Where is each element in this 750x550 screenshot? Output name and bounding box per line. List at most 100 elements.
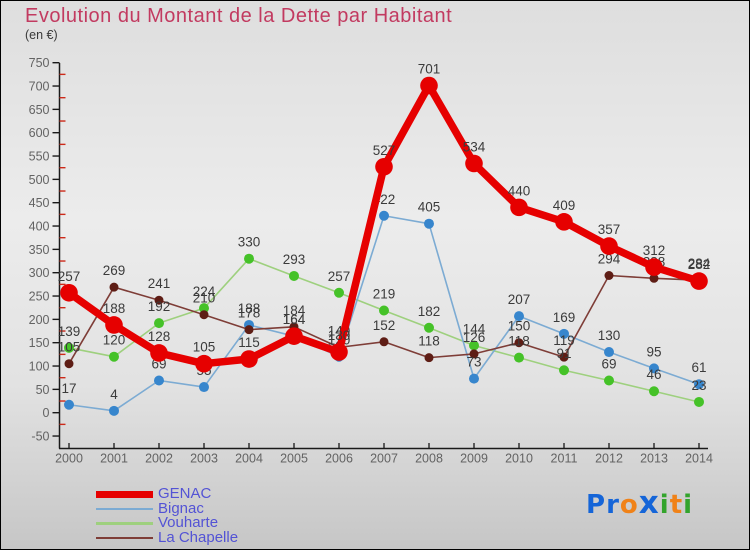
svg-text:250: 250 [29,290,50,304]
svg-text:184: 184 [283,303,306,318]
svg-text:2011: 2011 [551,452,578,466]
logo-letter: o [619,490,639,520]
svg-text:118: 118 [508,334,530,349]
svg-text:0: 0 [43,406,50,420]
svg-text:95: 95 [646,344,661,359]
svg-text:500: 500 [29,173,50,187]
svg-text:150: 150 [29,336,50,350]
axes: -50 0 50 100 150 200 250 300 350 400 450 500 550 600 6… [29,56,713,465]
svg-text:-50: -50 [31,430,49,444]
svg-text:350: 350 [29,243,50,257]
legend-label-genac: GENAC [158,485,212,503]
legend-item-bignac: Bignac [96,499,238,517]
svg-text:2014: 2014 [685,452,713,466]
svg-text:269: 269 [103,263,126,278]
svg-text:119: 119 [553,333,575,348]
svg-text:115: 115 [238,335,260,350]
svg-text:650: 650 [29,103,50,117]
svg-text:118: 118 [418,334,440,349]
svg-text:144: 144 [463,321,486,336]
svg-text:400: 400 [29,220,50,234]
svg-text:357: 357 [598,222,621,237]
svg-text:450: 450 [29,196,50,210]
svg-text:182: 182 [418,304,441,319]
svg-text:2006: 2006 [325,452,353,466]
labels-genac: 257 188 128 105 115 164 130 527 701 534 440 409 357 3… [58,62,711,355]
svg-text:188: 188 [103,301,126,316]
svg-text:2007: 2007 [370,452,398,466]
svg-text:2010: 2010 [505,452,533,466]
svg-text:2009: 2009 [460,452,488,466]
logo-letter: r [606,490,620,520]
legend-swatch-la-chapelle [96,536,153,539]
svg-text:23: 23 [691,378,706,393]
svg-text:300: 300 [29,266,50,280]
logo-letter: x [638,485,660,521]
svg-text:120: 120 [103,333,126,348]
svg-text:312: 312 [643,243,666,258]
svg-text:105: 105 [193,340,216,355]
svg-text:282: 282 [688,257,711,272]
legend-swatch-bignac [96,507,153,510]
svg-text:527: 527 [373,143,396,158]
svg-text:169: 169 [553,310,576,325]
svg-text:257: 257 [58,269,81,284]
legend-label-bignac: Bignac [158,499,204,517]
svg-text:152: 152 [373,318,396,333]
svg-text:2013: 2013 [640,452,668,466]
legend-swatch-genac [96,490,153,498]
svg-text:2000: 2000 [55,452,83,466]
chart-legend: GENAC Bignac Vouharte La Chapelle [96,485,239,546]
svg-text:207: 207 [508,292,531,307]
svg-text:164: 164 [283,312,306,327]
svg-text:440: 440 [508,183,531,198]
svg-text:128: 128 [148,329,171,344]
svg-text:701: 701 [418,62,441,77]
logo-letter: P [586,490,607,520]
legend-label-la-chapelle: La Chapelle [158,528,239,546]
svg-text:210: 210 [193,291,216,306]
svg-text:700: 700 [29,80,50,94]
svg-text:192: 192 [148,299,171,314]
logo-letter: i [683,490,694,520]
svg-text:100: 100 [29,360,50,374]
svg-text:69: 69 [601,356,616,371]
svg-text:405: 405 [418,200,441,215]
labels-vouharte: 139 120 192 224 330 293 257 219 182 144 118 91 69 46 2… [58,235,707,393]
labels-bignac: 1746955188164120422405732071691309561 [61,192,706,402]
svg-text:4: 4 [110,387,118,402]
svg-text:293: 293 [283,252,306,267]
svg-text:188: 188 [238,301,261,316]
proxiti-logo: Proxiti [586,488,694,521]
svg-text:224: 224 [193,284,216,299]
series-genac [60,76,708,373]
series-vouharte [64,253,704,407]
svg-text:294: 294 [598,251,621,266]
svg-text:91: 91 [556,346,571,361]
svg-text:126: 126 [463,330,486,345]
svg-text:130: 130 [328,328,351,343]
svg-text:257: 257 [328,269,351,284]
svg-text:130: 130 [598,328,621,343]
svg-text:219: 219 [373,286,396,301]
chart-title: Evolution du Montant de la Dette par Hab… [25,5,453,27]
svg-text:17: 17 [61,381,76,396]
svg-text:600: 600 [29,126,50,140]
svg-text:2005: 2005 [280,452,308,466]
svg-text:73: 73 [466,355,481,370]
legend-item-la-chapelle: La Chapelle [96,528,239,546]
svg-text:750: 750 [29,56,50,70]
svg-text:2012: 2012 [595,452,623,466]
logo-letter: t [669,490,684,520]
svg-text:105: 105 [58,340,81,355]
svg-text:241: 241 [148,276,171,291]
svg-text:139: 139 [58,324,81,339]
chart-subtitle: (en €) [25,28,58,42]
legend-swatch-vouharte [96,522,153,525]
svg-text:2008: 2008 [415,452,443,466]
svg-text:534: 534 [463,139,486,154]
svg-text:2004: 2004 [235,452,263,466]
legend-label-vouharte: Vouharte [158,514,219,532]
svg-text:2001: 2001 [100,452,128,466]
